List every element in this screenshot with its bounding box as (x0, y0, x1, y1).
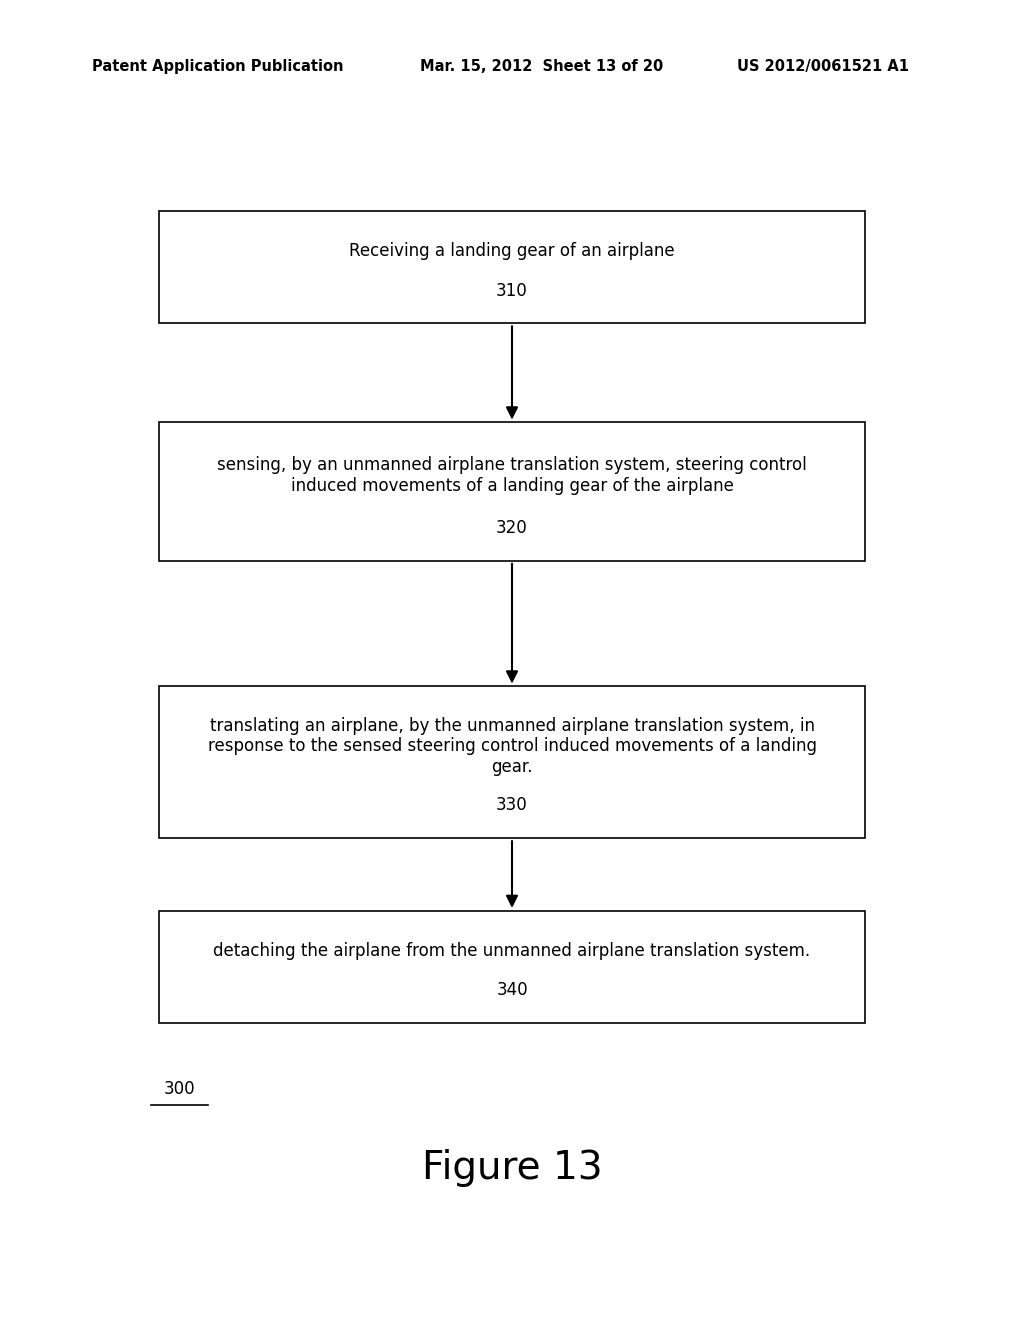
Text: 340: 340 (497, 981, 527, 999)
Text: Patent Application Publication: Patent Application Publication (92, 59, 344, 74)
Text: 300: 300 (164, 1080, 195, 1098)
FancyBboxPatch shape (159, 686, 865, 838)
FancyBboxPatch shape (159, 211, 865, 323)
FancyBboxPatch shape (159, 911, 865, 1023)
Text: sensing, by an unmanned airplane translation system, steering control
induced mo: sensing, by an unmanned airplane transla… (217, 457, 807, 495)
FancyBboxPatch shape (159, 422, 865, 561)
Text: Figure 13: Figure 13 (422, 1150, 602, 1187)
Text: detaching the airplane from the unmanned airplane translation system.: detaching the airplane from the unmanned… (213, 942, 811, 960)
Text: Receiving a landing gear of an airplane: Receiving a landing gear of an airplane (349, 243, 675, 260)
Text: Mar. 15, 2012  Sheet 13 of 20: Mar. 15, 2012 Sheet 13 of 20 (420, 59, 664, 74)
Text: translating an airplane, by the unmanned airplane translation system, in
respons: translating an airplane, by the unmanned… (208, 717, 816, 776)
Text: 310: 310 (496, 281, 528, 300)
Text: US 2012/0061521 A1: US 2012/0061521 A1 (737, 59, 909, 74)
Text: 320: 320 (496, 519, 528, 537)
Text: 330: 330 (496, 796, 528, 814)
